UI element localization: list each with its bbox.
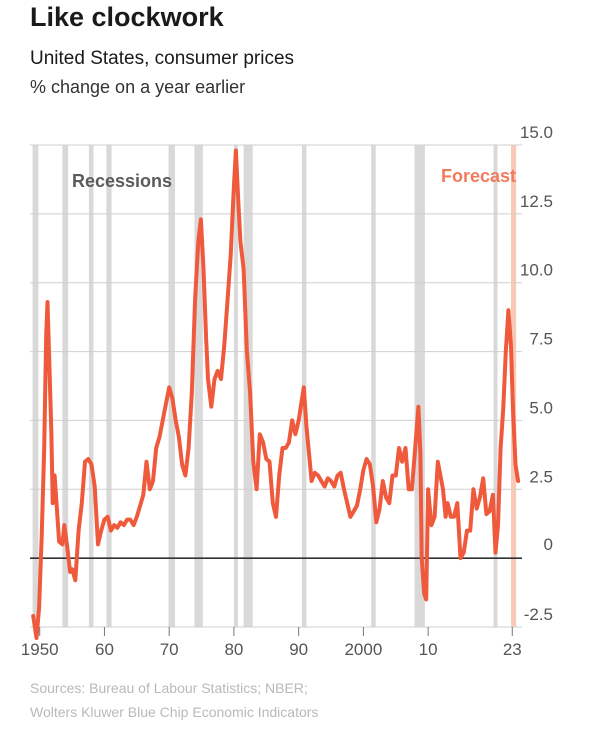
chart-subtitle: United States, consumer prices <box>30 48 295 69</box>
x-tick-label: 1950 <box>21 640 59 659</box>
recession-band <box>88 145 94 627</box>
y-tick-label: 12.5 <box>520 192 553 211</box>
y-tick-label: 15.0 <box>520 123 553 142</box>
x-tick-label: 70 <box>160 640 179 659</box>
x-tick-label: 10 <box>419 640 438 659</box>
x-axis: 1950 60 70 80 90 2000 10 23 <box>21 627 522 659</box>
recession-band <box>194 145 203 627</box>
recession-band <box>233 145 238 627</box>
x-tick-label: 90 <box>289 640 308 659</box>
y-tick-label: 5.0 <box>529 398 553 417</box>
chart-unit-label: % change on a year earlier <box>30 77 246 97</box>
recession-band <box>32 145 39 627</box>
x-tick-label: 23 <box>503 640 522 659</box>
y-tick-label: 7.5 <box>529 330 553 349</box>
recessions-label: Recessions <box>72 171 172 191</box>
x-tick-label: 60 <box>95 640 114 659</box>
y-tick-label: 0 <box>544 535 553 554</box>
sources-line-1: Sources: Bureau of Labour Statistics; NB… <box>30 680 308 696</box>
recession-band <box>371 145 376 627</box>
x-tick-label: 80 <box>224 640 243 659</box>
x-tick-label: 2000 <box>344 640 382 659</box>
recession-band <box>414 145 425 627</box>
sources-note: Sources: Bureau of Labour Statistics; NB… <box>30 676 318 724</box>
y-axis-labels: 15.0 12.5 10.0 7.5 5.0 2.5 0 -2.5 <box>520 123 553 624</box>
sources-line-2: Wolters Kluwer Blue Chip Economic Indica… <box>30 704 319 720</box>
cpi-series-line <box>31 148 521 640</box>
recession-band <box>106 145 112 627</box>
y-tick-label: -2.5 <box>524 605 553 624</box>
recession-band <box>62 145 69 627</box>
recession-band <box>168 145 176 627</box>
recession-band <box>493 145 498 627</box>
forecast-label: Forecast <box>441 166 516 186</box>
background-bands <box>32 145 517 627</box>
series-lines <box>31 148 521 640</box>
chart-title: Like clockwork <box>30 2 224 32</box>
y-tick-label: 10.0 <box>520 261 553 280</box>
y-tick-label: 2.5 <box>529 467 553 486</box>
gridlines <box>30 144 522 628</box>
